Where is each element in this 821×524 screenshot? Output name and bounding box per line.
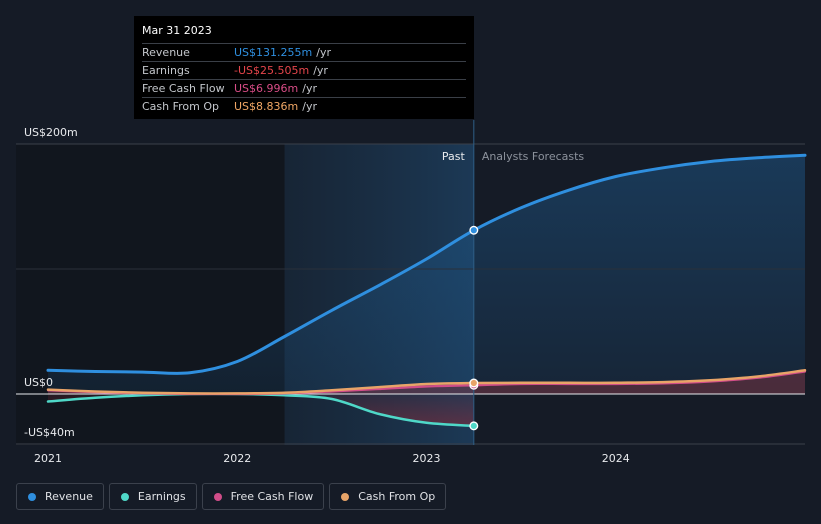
- tooltip-row-cash-from-op: Cash From Op US$8.836m /yr: [142, 98, 466, 115]
- cash-from-op-marker: [469, 378, 479, 388]
- hover-markers: [469, 225, 479, 431]
- tooltip-unit: /yr: [302, 82, 317, 95]
- tooltip-unit: /yr: [313, 64, 328, 77]
- x-tick-label: 2024: [602, 452, 630, 465]
- tooltip-row-earnings: Earnings -US$25.505m /yr: [142, 62, 466, 80]
- axis-labels: US$200m US$0 -US$40m 2021 2022 2023 2024 Past An…: [24, 126, 630, 465]
- y-tick-label: -US$40m: [24, 426, 75, 439]
- tooltip-label: Earnings: [142, 64, 190, 77]
- cash-from-op-area: [48, 370, 805, 394]
- tooltip-row-revenue: Revenue US$131.255m /yr: [142, 44, 466, 62]
- tooltip-value: -US$25.505m: [234, 64, 310, 77]
- tooltip-date: Mar 31 2023: [142, 23, 466, 44]
- cash-from-op-line: [46, 369, 807, 395]
- series-lines: [46, 153, 807, 428]
- legend-item-revenue[interactable]: Revenue: [16, 483, 104, 510]
- legend-label: Cash From Op: [358, 490, 436, 503]
- earnings-marker: [469, 421, 479, 431]
- x-tick-label: 2023: [413, 452, 441, 465]
- revenue-line: [46, 153, 807, 375]
- revenue-marker: [469, 225, 479, 235]
- legend: Revenue Earnings Free Cash Flow Cash Fro…: [16, 483, 451, 510]
- tooltip-value: US$8.836m: [234, 100, 299, 113]
- tooltip-label: Free Cash Flow: [142, 82, 225, 95]
- earnings-area: [48, 393, 474, 426]
- earnings-dot-icon: [120, 492, 129, 501]
- tooltip-value: US$6.996m: [234, 82, 299, 95]
- free-cash-flow-dot-icon: [213, 492, 222, 501]
- y-tick-label: US$200m: [24, 126, 78, 139]
- tooltip-value: US$131.255m: [234, 46, 313, 59]
- legend-label: Earnings: [137, 490, 186, 503]
- legend-item-cash-from-op[interactable]: Cash From Op: [329, 483, 447, 510]
- x-tick-label: 2022: [223, 452, 251, 465]
- tooltip-label: Cash From Op: [142, 100, 220, 113]
- revenue-area: [48, 155, 805, 394]
- legend-label: Free Cash Flow: [230, 490, 314, 503]
- x-tick-label: 2021: [34, 452, 62, 465]
- revenue-dot-icon: [28, 492, 36, 501]
- legend-item-free-cash-flow[interactable]: Free Cash Flow: [201, 483, 325, 510]
- tooltip-unit: /yr: [302, 100, 317, 113]
- tooltip-label: Revenue: [142, 46, 190, 59]
- legend-label: Revenue: [45, 490, 93, 503]
- forecast-label: Analysts Forecasts: [482, 150, 585, 163]
- past-label: Past: [442, 150, 466, 163]
- y-tick-label: US$0: [24, 376, 53, 389]
- cash-from-op-dot-icon: [341, 492, 350, 501]
- area-fill-layer: [48, 155, 805, 426]
- legend-item-earnings[interactable]: Earnings: [108, 483, 197, 510]
- tooltip-unit: /yr: [316, 46, 331, 59]
- tooltip: Mar 31 2023 Revenue US$131.255m /yr Earn…: [134, 16, 474, 119]
- tooltip-row-free-cash-flow: Free Cash Flow US$6.996m /yr: [142, 80, 466, 98]
